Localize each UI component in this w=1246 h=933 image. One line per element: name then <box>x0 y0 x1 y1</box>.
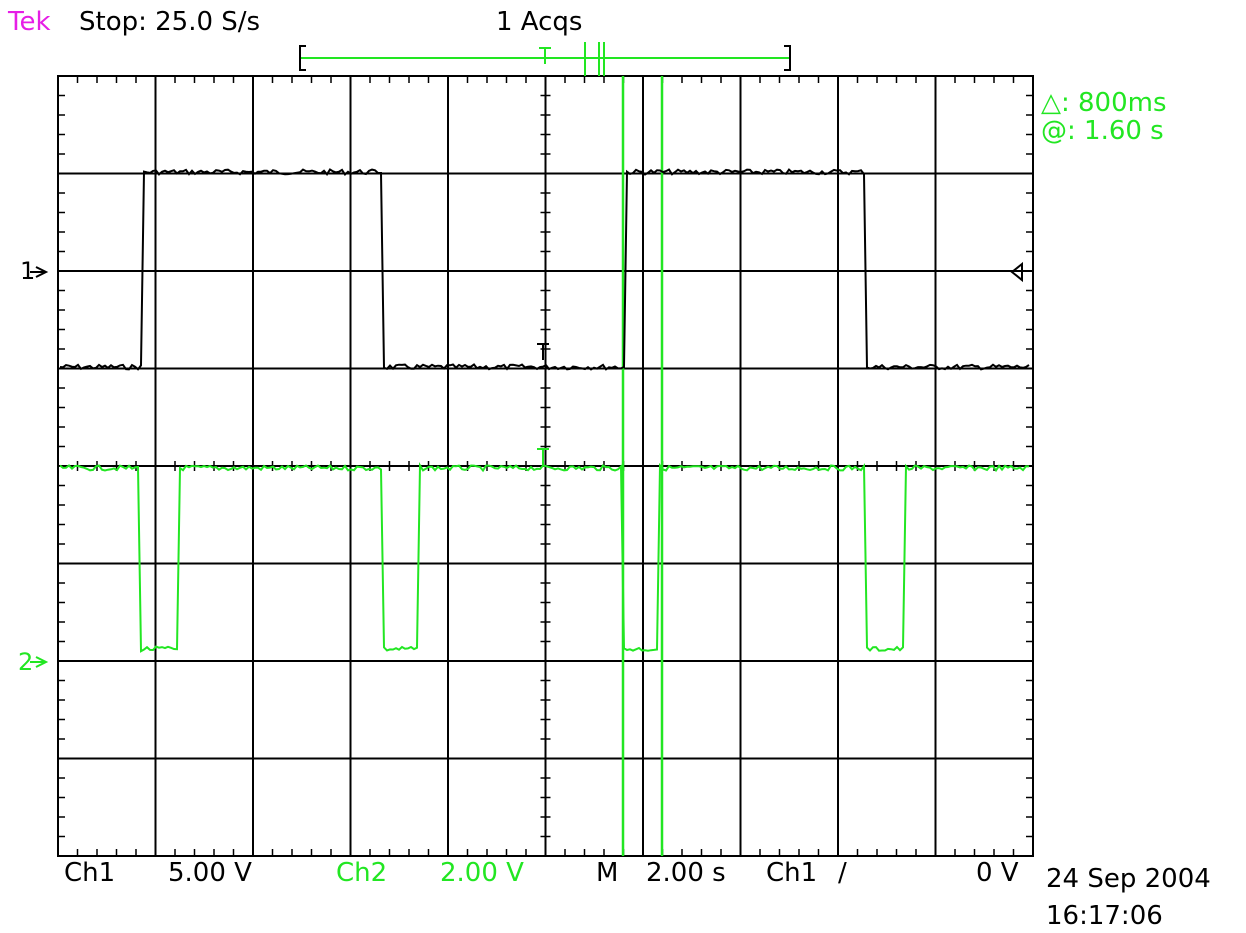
level-markers <box>30 261 1023 668</box>
brand-label: Tek <box>8 7 51 37</box>
trigger-slope-icon[interactable]: ∕ <box>838 858 847 888</box>
capture-time: 16:17:06 <box>1046 901 1163 931</box>
trigger-position-icon <box>539 47 551 64</box>
timebase-label: M <box>596 858 619 888</box>
cursor-position-readout: @: 1.60 s <box>1041 116 1164 146</box>
record-left-bracket <box>299 45 306 71</box>
ch2-arrow-icon <box>30 656 49 668</box>
ch2-ground-marker[interactable]: 2 <box>18 648 34 676</box>
ch2-scale[interactable]: 2.00 V <box>440 858 524 888</box>
timebase-value[interactable]: 2.00 s <box>646 858 726 888</box>
trigger-level-icon <box>1010 261 1023 283</box>
ch1-arrow-icon <box>30 266 49 278</box>
ch1-scale[interactable]: 5.00 V <box>168 858 252 888</box>
trigger-level[interactable]: 0 V <box>976 858 1019 888</box>
ch2-waveform <box>59 462 1030 653</box>
ch1-waveform <box>59 168 1030 371</box>
ch2-label[interactable]: Ch2 <box>336 858 388 888</box>
capture-date: 24 Sep 2004 <box>1046 864 1211 894</box>
ch2-trigger-t-icon <box>537 448 549 465</box>
time-cursors[interactable] <box>621 76 664 856</box>
record-window-indicator[interactable] <box>299 42 791 76</box>
ch1-ground-marker[interactable]: 1 <box>20 257 36 285</box>
trigger-source[interactable]: Ch1 <box>766 858 818 888</box>
ch1-label[interactable]: Ch1 <box>64 858 116 888</box>
record-right-bracket <box>784 45 791 71</box>
ch1-trigger-t-icon <box>537 343 549 360</box>
acquisition-count: 1 Acqs <box>496 7 583 37</box>
cursor-delta-readout: △: 800ms <box>1041 88 1167 118</box>
acquisition-status: Stop: 25.0 S/s <box>79 7 261 37</box>
